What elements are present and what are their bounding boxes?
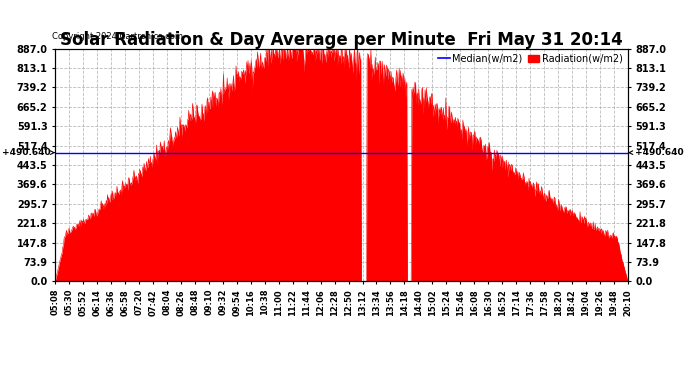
Text: Copyright 2024 Cartronics.com: Copyright 2024 Cartronics.com	[52, 32, 183, 41]
Text: +490.640: +490.640	[3, 148, 55, 157]
Text: +490.640: +490.640	[629, 148, 684, 157]
Title: Solar Radiation & Day Average per Minute  Fri May 31 20:14: Solar Radiation & Day Average per Minute…	[60, 31, 623, 49]
Legend: Median(w/m2), Radiation(w/m2): Median(w/m2), Radiation(w/m2)	[438, 54, 623, 64]
